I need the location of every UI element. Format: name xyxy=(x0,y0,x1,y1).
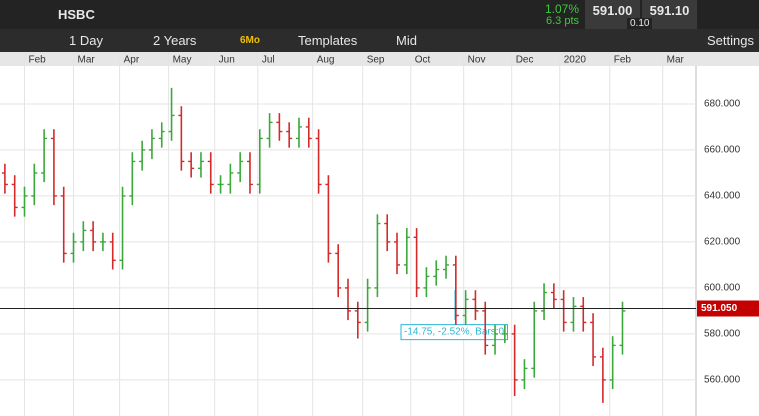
x-tick-label: May xyxy=(173,55,192,66)
y-tick-label: 620.000 xyxy=(704,237,741,248)
x-tick-label: Apr xyxy=(124,55,140,66)
bid[interactable]: 591.00 xyxy=(585,0,640,29)
price-mode[interactable]: Mid xyxy=(396,33,417,48)
y-tick-label: 680.000 xyxy=(704,99,741,110)
templates[interactable]: Templates xyxy=(298,33,358,48)
x-tick-label: Jul xyxy=(262,55,275,66)
measure-box xyxy=(400,324,508,341)
x-tick-label: Nov xyxy=(468,55,486,66)
x-tick-label: Dec xyxy=(516,55,534,66)
y-tick-label: 580.000 xyxy=(704,329,741,340)
y-tick-label: 660.000 xyxy=(704,145,741,156)
interval[interactable]: 1 Day xyxy=(69,33,103,48)
measure-label: -14.75, -2.52%, Bars:0 xyxy=(404,327,504,338)
price-label: 591.050 xyxy=(701,303,738,314)
price-label-box xyxy=(697,300,759,317)
range[interactable]: 2 Years xyxy=(153,33,197,48)
x-tick-label: Mar xyxy=(78,55,96,66)
x-tick-label: 2020 xyxy=(564,55,587,66)
symbol[interactable]: HSBC xyxy=(58,7,95,22)
settings[interactable]: Settings xyxy=(707,33,754,48)
x-tick-label: Sep xyxy=(367,55,385,66)
chart: -14.75, -2.52%, Bars:0 Feb Mar Apr May Jun Ju… xyxy=(0,52,759,416)
preset[interactable]: 6Mo xyxy=(240,35,260,46)
spread: 0.10 xyxy=(627,18,653,29)
top-bar: HSBC 1.07% 6.3 pts 591.00 591.10 0.10 xyxy=(0,0,759,29)
x-tick-label: Aug xyxy=(317,55,335,66)
change-pts: 6.3 pts xyxy=(546,15,580,27)
x-tick-label: Oct xyxy=(415,55,431,66)
y-tick-label: 640.000 xyxy=(704,191,741,202)
x-tick-label: Jun xyxy=(219,55,235,66)
x-tick-label: Feb xyxy=(614,55,632,66)
y-tick-label: 560.000 xyxy=(704,375,741,386)
change-pct: 1.07% xyxy=(545,2,580,16)
x-tick-label: Mar xyxy=(667,55,685,66)
y-tick-label: 600.000 xyxy=(704,283,741,294)
toolbar: 1 Day 2 Years 6Mo Templates Mid Settings xyxy=(0,29,759,52)
time-axis xyxy=(0,52,759,66)
x-tick-label: Feb xyxy=(29,55,47,66)
